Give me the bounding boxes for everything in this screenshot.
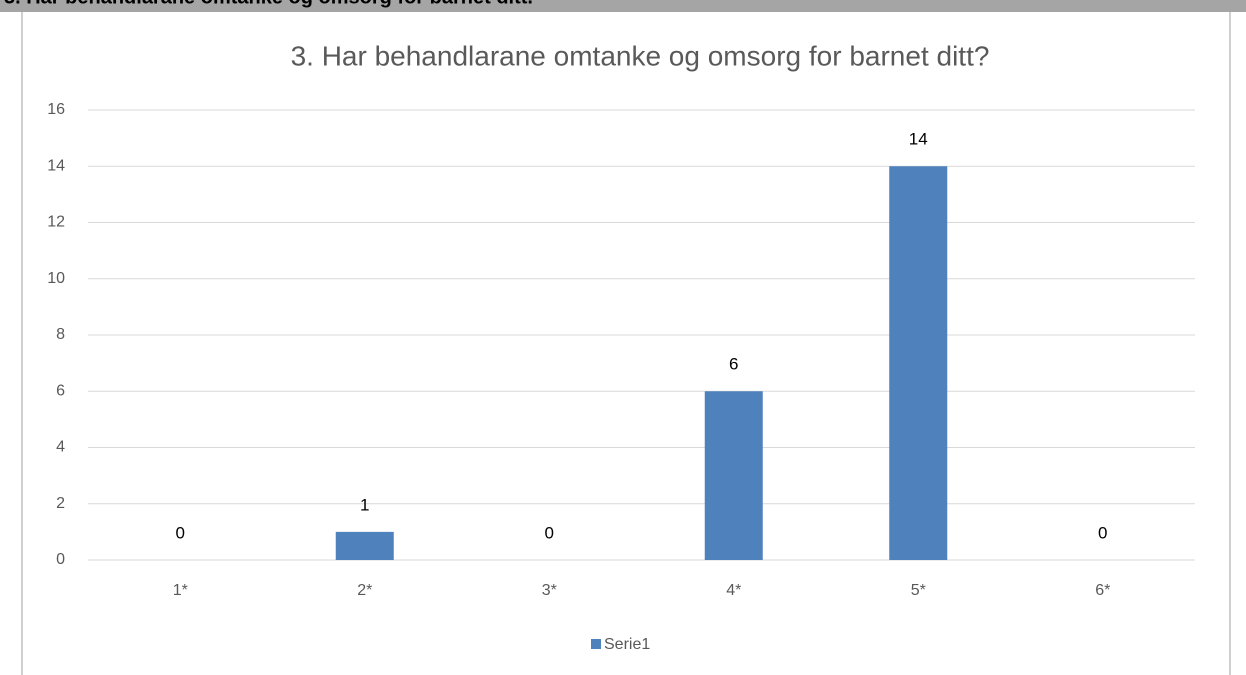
bar	[335, 531, 394, 560]
data-label: 0	[176, 523, 185, 542]
y-tick-label: 10	[47, 270, 65, 287]
bar	[889, 166, 948, 560]
x-tick-label: 2*	[357, 582, 372, 599]
data-label: 0	[545, 523, 554, 542]
x-tick-label: 1*	[173, 582, 188, 599]
y-tick-label: 16	[47, 101, 65, 118]
y-tick-label: 6	[56, 382, 65, 399]
y-tick-label: 4	[56, 439, 65, 456]
legend-label: Serie1	[604, 636, 650, 653]
header-title: 3. Har behandlarane omtanke og omsorg fo…	[4, 0, 533, 8]
legend-swatch	[591, 639, 601, 649]
header-bar	[0, 0, 1246, 12]
chart-title: 3. Har behandlarane omtanke og omsorg fo…	[291, 40, 990, 71]
x-tick-label: 3*	[542, 582, 557, 599]
data-label: 14	[909, 130, 928, 149]
data-label: 0	[1098, 523, 1107, 542]
x-tick-label: 5*	[911, 582, 926, 599]
y-tick-label: 2	[56, 495, 65, 512]
y-tick-label: 14	[47, 157, 65, 174]
data-label: 1	[360, 495, 369, 514]
y-tick-label: 8	[56, 326, 65, 343]
y-tick-label: 0	[56, 551, 65, 568]
y-tick-label: 12	[47, 214, 65, 231]
x-tick-label: 4*	[726, 582, 741, 599]
bar	[704, 391, 763, 560]
data-label: 6	[729, 355, 738, 374]
x-tick-label: 6*	[1095, 582, 1110, 599]
